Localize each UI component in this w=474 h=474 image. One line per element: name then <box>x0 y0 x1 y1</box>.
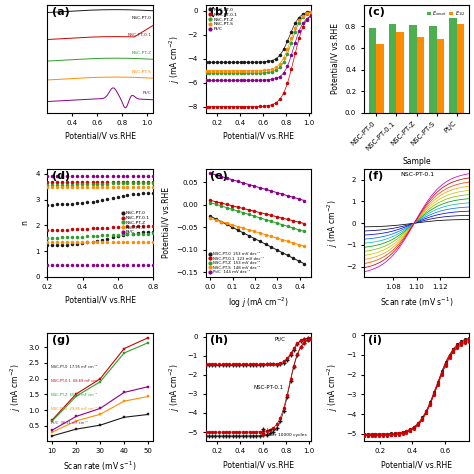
X-axis label: Potential/V vs.RHE: Potential/V vs.RHE <box>381 460 452 469</box>
Bar <box>457 24 465 113</box>
Y-axis label: $j$ (mA cm$^{-2}$): $j$ (mA cm$^{-2}$) <box>168 35 182 82</box>
Text: (c): (c) <box>368 7 385 17</box>
X-axis label: log $j$ (mA cm$^{-2}$): log $j$ (mA cm$^{-2}$) <box>228 296 289 310</box>
Text: NSC-PT-Z: NSC-PT-Z <box>132 51 152 55</box>
Text: NSC-PT-S: NSC-PT-S <box>132 70 152 73</box>
Legend: $E_{onset}$, $E_{1/2}$: $E_{onset}$, $E_{1/2}$ <box>425 7 467 20</box>
Text: NSC-PT-0.1: NSC-PT-0.1 <box>128 33 152 37</box>
Y-axis label: $j$ (mA cm$^{-2}$): $j$ (mA cm$^{-2}$) <box>326 199 340 246</box>
Bar <box>369 28 376 113</box>
Y-axis label: Potential/V vs.RHE: Potential/V vs.RHE <box>162 187 171 258</box>
X-axis label: Scan rate (mV s$^{-1}$): Scan rate (mV s$^{-1}$) <box>64 460 137 474</box>
Bar <box>417 37 424 113</box>
Bar <box>429 27 437 113</box>
Text: (h): (h) <box>210 335 228 345</box>
Y-axis label: $j$ (mA cm$^{-2}$): $j$ (mA cm$^{-2}$) <box>168 363 182 410</box>
Text: (f): (f) <box>368 171 383 181</box>
Text: (g): (g) <box>52 335 70 345</box>
Text: Pt/C: Pt/C <box>143 91 152 95</box>
X-axis label: Potential/V vs.RHE: Potential/V vs.RHE <box>223 132 294 141</box>
Text: (a): (a) <box>52 7 69 17</box>
Text: NSC-PT-0.1: NSC-PT-0.1 <box>401 172 435 177</box>
Text: Pt/C: Pt/C <box>274 336 285 341</box>
Bar <box>389 24 396 113</box>
Text: NSC-PT-S  29.85 mF cm⁻²: NSC-PT-S 29.85 mF cm⁻² <box>51 407 97 411</box>
Text: NSC-PT-0.1: NSC-PT-0.1 <box>253 385 283 390</box>
X-axis label: Potential/V vs.RHE: Potential/V vs.RHE <box>64 296 136 305</box>
Text: NSC-PT-0  17.95 mF cm⁻²: NSC-PT-0 17.95 mF cm⁻² <box>51 365 97 369</box>
Text: NSC-PT-Z  65.42 mF cm⁻²: NSC-PT-Z 65.42 mF cm⁻² <box>51 393 97 397</box>
Text: (i): (i) <box>368 335 382 345</box>
X-axis label: Scan rate (mV s$^{-1}$): Scan rate (mV s$^{-1}$) <box>380 296 453 310</box>
Legend: NSC-PT-0, NSC-PT-0.1, NSC-PT-Z, NSC-PT-S, Pt/C: NSC-PT-0, NSC-PT-0.1, NSC-PT-Z, NSC-PT-S… <box>208 7 238 32</box>
Bar <box>376 44 384 113</box>
Y-axis label: $j$ (mA cm$^{-2}$): $j$ (mA cm$^{-2}$) <box>9 363 23 410</box>
Text: NSC-PT-0: NSC-PT-0 <box>132 16 152 20</box>
Legend: Initial, After 10000 cycles: Initial, After 10000 cycles <box>259 426 309 438</box>
Y-axis label: Potential/V vs.RHE: Potential/V vs.RHE <box>330 23 339 94</box>
Y-axis label: $j$ (mA cm$^{-2}$): $j$ (mA cm$^{-2}$) <box>326 363 340 410</box>
Bar <box>437 39 444 113</box>
Text: NSC-PT-0.1  68.69 mF cm⁻²: NSC-PT-0.1 68.69 mF cm⁻² <box>51 379 100 383</box>
Text: (d): (d) <box>52 171 70 181</box>
Bar <box>409 25 417 113</box>
X-axis label: Sample: Sample <box>402 157 431 166</box>
Legend: NSC-PT-0, NSC-PT-0.1, NSC-PT-Z, NSC-PT-S, Pt/C: NSC-PT-0, NSC-PT-0.1, NSC-PT-Z, NSC-PT-S… <box>120 210 151 235</box>
Text: (b): (b) <box>210 7 228 17</box>
Text: Pt/C  36.31 mF cm⁻²: Pt/C 36.31 mF cm⁻² <box>51 421 87 425</box>
Bar <box>449 18 457 113</box>
Legend: NSC-PT-0  253 mV dec⁻¹, NSC-PT-0.1  123 mV dec⁻¹, NSC-PT-Z  153 mV dec⁻¹, NSC-PT: NSC-PT-0 253 mV dec⁻¹, NSC-PT-0.1 123 mV… <box>208 251 264 275</box>
X-axis label: Potential/V vs.RHE: Potential/V vs.RHE <box>64 132 136 141</box>
X-axis label: Potential/V vs.RHE: Potential/V vs.RHE <box>223 460 294 469</box>
Text: (e): (e) <box>210 171 228 181</box>
Bar <box>396 32 404 113</box>
Y-axis label: n: n <box>21 220 30 225</box>
